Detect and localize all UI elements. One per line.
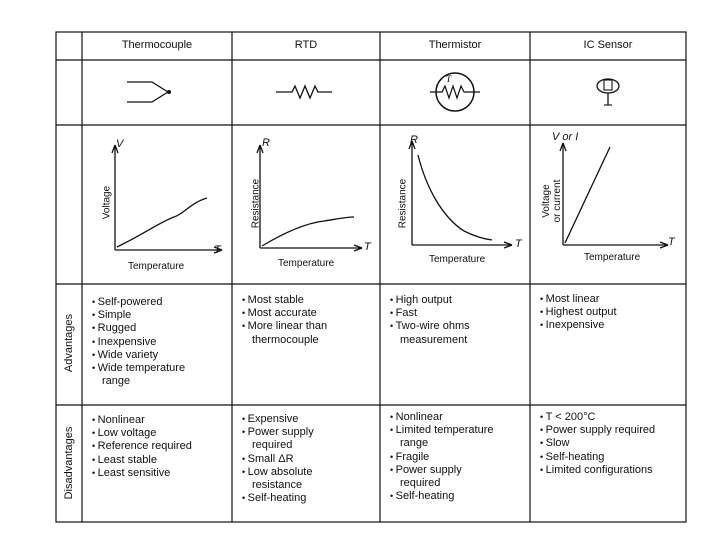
- header-thermocouple: Thermocouple: [121, 39, 193, 51]
- resistor-zigzag-icon: [276, 84, 332, 100]
- list-item: Slow: [540, 437, 682, 450]
- list-item: High output: [390, 294, 520, 307]
- list-item: Least sensitive: [92, 467, 227, 480]
- ic-sensor-output-graph: [559, 142, 669, 249]
- list-item: Fast: [390, 307, 520, 320]
- thermistor-x-symbol: T: [515, 238, 522, 250]
- ic-sensor-disadvantages-list: T < 200°C Power supply required Slow Sel…: [540, 411, 682, 477]
- list-item: Inexpensive: [540, 319, 675, 332]
- list-item: Most linear: [540, 293, 675, 306]
- ic-sensor-x-symbol: T: [668, 236, 675, 248]
- list-item: Small ΔR: [242, 453, 372, 466]
- list-item: Most stable: [242, 294, 367, 307]
- thermistor-advantages-list: High output Fast Two-wire ohms measureme…: [390, 294, 520, 347]
- list-item: Simple: [92, 309, 222, 322]
- list-item: Self-heating: [390, 490, 520, 503]
- rtd-y-symbol: R: [262, 137, 270, 149]
- row-label-disadvantages: Disadvantages: [63, 426, 75, 500]
- header-ic-sensor: IC Sensor: [583, 39, 633, 51]
- thermocouple-junction-icon: [127, 81, 171, 103]
- rtd-x-symbol: T: [364, 241, 371, 253]
- thermocouple-advantages-list: Self-powered Simple Rugged Inexpensive W…: [92, 296, 222, 388]
- list-item: Wide temperature range: [92, 362, 212, 388]
- list-item: Least stable: [92, 454, 227, 467]
- row-label-advantages: Advantages: [63, 313, 75, 373]
- list-item: Low absolute resistance: [242, 466, 342, 492]
- thermistor-disadvantages-list: Nonlinear Limited temperature range Frag…: [390, 411, 520, 503]
- list-item: Limited temperature range: [390, 424, 515, 450]
- list-item: Fragile: [390, 451, 520, 464]
- list-item: Most accurate: [242, 307, 367, 320]
- list-item: Wide variety: [92, 349, 222, 362]
- ic-sensor-y-label: Voltage or current: [541, 169, 563, 233]
- ic-sensor-y-label-line1: Voltage: [541, 184, 552, 218]
- list-item: Expensive: [242, 413, 372, 426]
- rtd-curve: [261, 216, 355, 247]
- list-item: Highest output: [540, 306, 675, 319]
- thermocouple-y-symbol: V: [116, 138, 124, 150]
- rtd-resistance-graph: [256, 144, 363, 252]
- thermocouple-x-label: Temperature: [128, 261, 185, 272]
- list-item: Reference required: [92, 440, 227, 453]
- list-item: Power supply required: [390, 464, 485, 490]
- thermocouple-voltage-graph: [111, 144, 223, 254]
- thermistor-y-symbol: R: [410, 134, 418, 146]
- rtd-advantages-list: Most stable Most accurate More linear th…: [242, 294, 367, 347]
- thermistor-resistance-graph: [408, 140, 513, 249]
- header-thermistor: Thermistor: [428, 39, 482, 51]
- header-rtd: RTD: [294, 39, 318, 51]
- thermocouple-x-symbol: T: [214, 244, 221, 256]
- list-item: Power supply required: [540, 424, 682, 437]
- list-item: Nonlinear: [92, 414, 227, 427]
- thermocouple-curve: [116, 197, 208, 248]
- list-item: Self-heating: [540, 451, 682, 464]
- list-item: Nonlinear: [390, 411, 520, 424]
- thermistor-y-label: Resistance: [397, 178, 409, 229]
- rtd-x-label: Temperature: [278, 258, 335, 269]
- list-item: Power supply required: [242, 426, 342, 452]
- thermistor-circle-icon: T: [430, 72, 480, 112]
- ic-sensor-y-label-line2: or current: [552, 179, 563, 223]
- list-item: Self-powered: [92, 296, 222, 309]
- list-item: Low voltage: [92, 427, 227, 440]
- list-item: Rugged: [92, 322, 222, 335]
- list-item: Inexpensive: [92, 336, 222, 349]
- svg-text:T: T: [446, 74, 452, 84]
- list-item: Limited configurations: [540, 464, 682, 477]
- list-item: T < 200°C: [540, 411, 682, 424]
- thermistor-x-label: Temperature: [429, 254, 486, 265]
- list-item: Self-heating: [242, 492, 372, 505]
- thermocouple-y-label: Voltage: [101, 185, 113, 220]
- list-item: Two-wire ohms measurement: [390, 320, 500, 346]
- thermocouple-disadvantages-list: Nonlinear Low voltage Reference required…: [92, 414, 227, 480]
- thermistor-curve: [417, 154, 493, 241]
- ic-sensor-curve: [564, 146, 611, 244]
- rtd-y-label: Resistance: [250, 178, 262, 229]
- ic-sensor-x-label: Temperature: [584, 252, 641, 263]
- ic-sensor-icon: [596, 78, 620, 106]
- ic-sensor-advantages-list: Most linear Highest output Inexpensive: [540, 293, 675, 333]
- rtd-disadvantages-list: Expensive Power supply required Small ΔR…: [242, 413, 372, 505]
- list-item: More linear than thermocouple: [242, 320, 352, 346]
- ic-sensor-y-symbol: V or I: [552, 131, 579, 143]
